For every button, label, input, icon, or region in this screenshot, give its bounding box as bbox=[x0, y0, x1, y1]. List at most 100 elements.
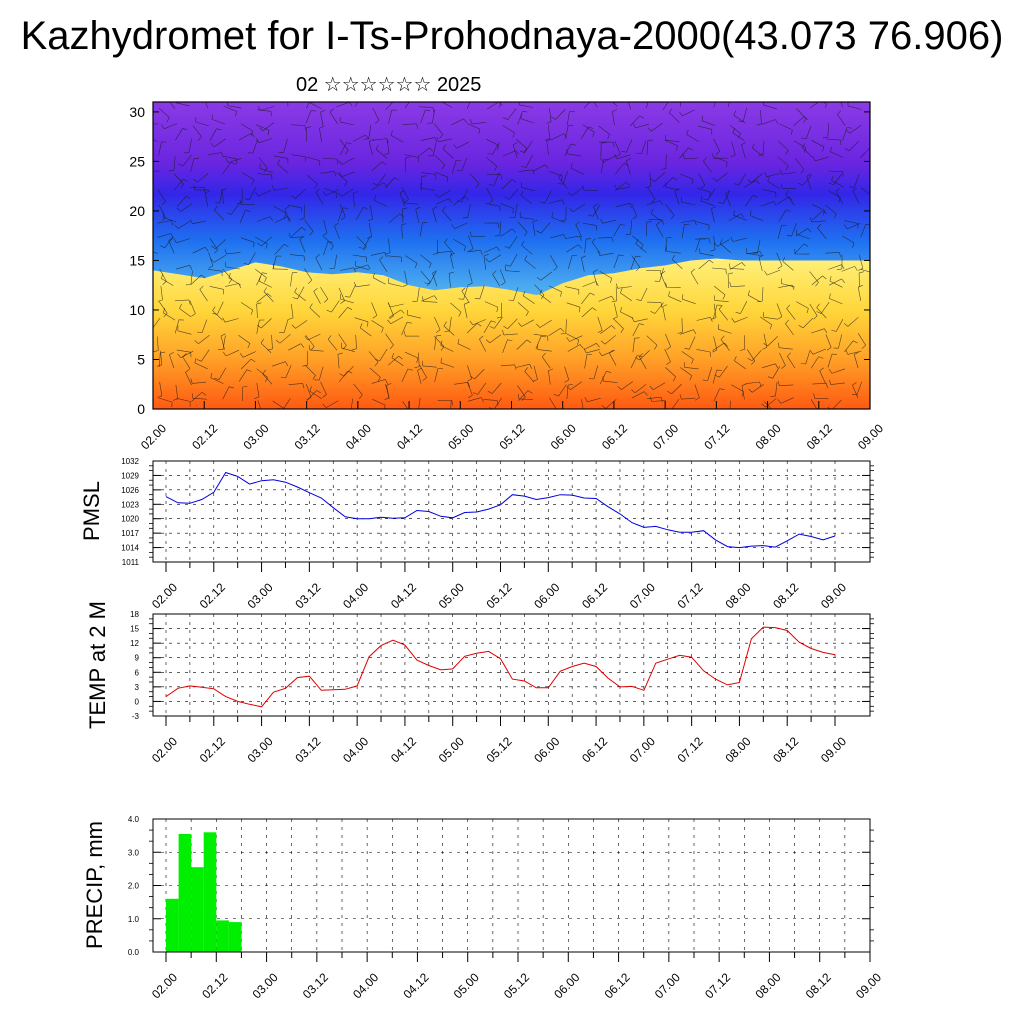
wind-barb bbox=[305, 365, 316, 376]
wind-barb-flag bbox=[242, 385, 248, 388]
precip-y-label: PRECIP, mm bbox=[82, 821, 107, 949]
wind-barb-flag bbox=[208, 265, 214, 269]
wind-barb-flag bbox=[190, 219, 193, 224]
wind-barb bbox=[791, 222, 797, 237]
wind-barb bbox=[350, 398, 353, 409]
wind-barb bbox=[502, 339, 508, 354]
wind-barb-flag bbox=[649, 385, 654, 390]
wind-barb-flag bbox=[563, 133, 568, 138]
wind-barb-flag bbox=[514, 364, 517, 370]
wind-barb-flag bbox=[670, 215, 675, 220]
wind-barb-flag bbox=[579, 344, 584, 349]
wind-barb bbox=[802, 174, 813, 186]
wind-barb bbox=[507, 318, 518, 330]
wind-barb-flag bbox=[440, 340, 443, 346]
wind-barb-flag bbox=[593, 269, 598, 273]
wind-barb-flag bbox=[201, 392, 207, 396]
wind-barb bbox=[486, 187, 494, 201]
wind-barb bbox=[681, 397, 696, 400]
wind-barb bbox=[160, 285, 163, 300]
wind-barb bbox=[161, 278, 174, 286]
wind-barb bbox=[421, 295, 435, 302]
wind-barb-flag bbox=[731, 318, 735, 323]
wind-barb-flag bbox=[312, 375, 316, 380]
wind-barb-flag bbox=[665, 282, 667, 288]
y-tick-label: 1029 bbox=[121, 471, 139, 480]
wind-barb bbox=[401, 224, 403, 239]
wind-barb-flag bbox=[407, 368, 413, 371]
wind-barb-flag bbox=[775, 119, 779, 124]
wind-barb-flag bbox=[643, 391, 648, 396]
wind-barb bbox=[830, 151, 844, 158]
wind-barb bbox=[201, 349, 210, 362]
wind-barb-flag bbox=[617, 386, 622, 390]
wind-barb-flag bbox=[171, 402, 173, 408]
wind-barb bbox=[214, 209, 225, 221]
x-tick-label: 06.12 bbox=[599, 421, 630, 452]
wind-barb bbox=[158, 107, 170, 118]
wind-barb-flag bbox=[292, 297, 298, 300]
wind-barb bbox=[762, 119, 776, 125]
wind-barb-flag bbox=[522, 111, 528, 113]
wind-barb bbox=[723, 190, 730, 204]
wind-barb bbox=[337, 354, 340, 369]
wind-barb bbox=[207, 269, 222, 272]
wind-barb bbox=[479, 285, 485, 299]
wind-barb-flag bbox=[166, 117, 170, 123]
wind-barb bbox=[638, 356, 647, 369]
wind-barb bbox=[379, 348, 388, 362]
wind-barb-flag bbox=[632, 123, 636, 129]
wind-barb-flag bbox=[168, 170, 174, 172]
wind-barb-flag bbox=[322, 233, 328, 236]
x-tick-label: 06.12 bbox=[579, 734, 610, 765]
wind-barb-flag bbox=[764, 270, 768, 276]
wind-barb bbox=[467, 381, 473, 396]
wind-barb-flag bbox=[620, 328, 624, 333]
wind-barb-flag bbox=[256, 138, 260, 143]
wind-barb-flag bbox=[677, 332, 683, 334]
wind-barb-flag bbox=[822, 275, 827, 280]
x-tick-label: 07.00 bbox=[627, 734, 658, 765]
wind-barb bbox=[349, 284, 356, 298]
x-tick-label: 06.00 bbox=[531, 580, 562, 611]
wind-barb-flag bbox=[615, 283, 619, 289]
wind-barb bbox=[341, 157, 355, 165]
wind-barb bbox=[339, 267, 354, 271]
wind-barb-flag bbox=[446, 177, 449, 183]
wind-barb bbox=[438, 189, 451, 198]
wind-barb-flag bbox=[450, 252, 456, 256]
wind-barb bbox=[386, 139, 390, 154]
y-tick-label: 1014 bbox=[121, 544, 139, 553]
wind-barb bbox=[387, 355, 399, 366]
wind-barb bbox=[582, 222, 597, 226]
wind-barb bbox=[434, 154, 446, 165]
wind-barb-flag bbox=[733, 110, 736, 116]
wind-barb bbox=[466, 323, 478, 334]
wind-barb-flag bbox=[861, 344, 866, 349]
wind-barb bbox=[390, 316, 404, 325]
x-tick-label: 07.00 bbox=[652, 970, 683, 1001]
wind-barb-flag bbox=[734, 356, 737, 361]
wind-barb bbox=[467, 203, 471, 218]
wind-barb-flag bbox=[237, 202, 243, 204]
wind-barb-flag bbox=[752, 194, 758, 198]
wind-barb bbox=[353, 383, 363, 395]
wind-barb-flag bbox=[160, 351, 166, 354]
wind-barb bbox=[185, 372, 192, 386]
wind-barb-flag bbox=[546, 138, 552, 142]
wind-barb-flag bbox=[448, 198, 453, 203]
wind-barb-flag bbox=[170, 220, 174, 226]
wind-barb bbox=[488, 254, 502, 263]
wind-barb-flag bbox=[646, 221, 652, 223]
wind-barb-flag bbox=[172, 398, 178, 401]
wind-barb bbox=[651, 400, 666, 402]
wind-barb-flag bbox=[307, 279, 313, 284]
wind-barb bbox=[256, 272, 263, 286]
wind-barb bbox=[566, 333, 579, 341]
wind-barb bbox=[857, 333, 866, 346]
wind-barb-flag bbox=[258, 414, 262, 417]
wind-barb bbox=[584, 354, 588, 369]
wind-barb bbox=[513, 287, 519, 301]
wind-barb bbox=[355, 334, 357, 349]
